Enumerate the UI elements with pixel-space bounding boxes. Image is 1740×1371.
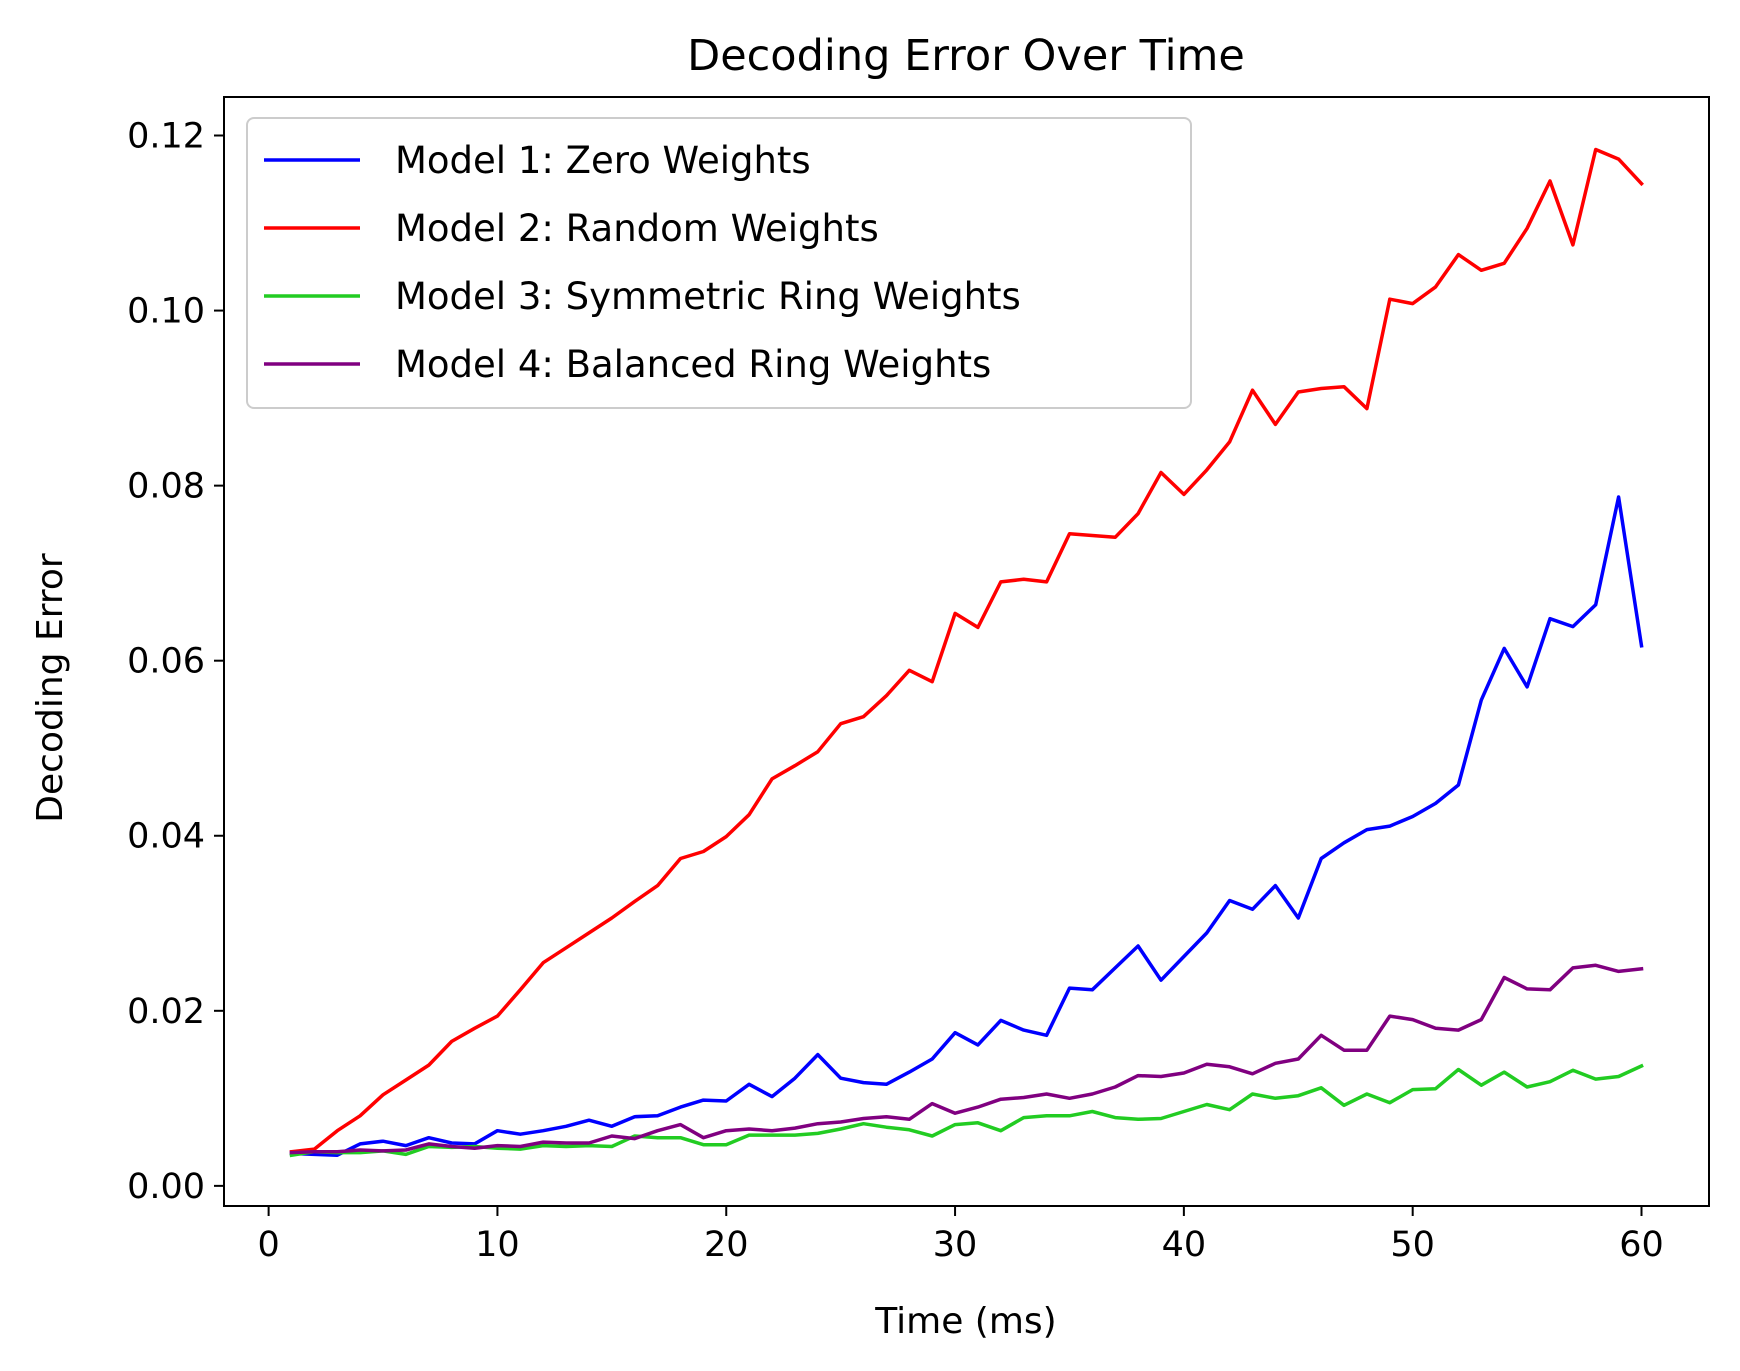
series-line-model-1 <box>289 495 1644 1157</box>
series-lines <box>289 147 1644 1158</box>
series-line-model-3 <box>289 1063 1644 1158</box>
legend: Model 1: Zero Weights Model 2: Random Wei… <box>246 117 1192 409</box>
chart-title: Decoding Error Over Time <box>687 31 1245 81</box>
plot-area-frame <box>223 96 1710 1207</box>
legend-label-model-2: Model 2: Random Weights <box>395 207 879 250</box>
legend-label-model-1: Model 1: Zero Weights <box>395 139 811 182</box>
x-tick-label: 60 <box>1619 1225 1664 1265</box>
y-tick-label: 0.04 <box>127 817 205 857</box>
y-tick-label: 0.10 <box>127 292 205 332</box>
x-axis-ticks: 0 10 20 30 40 50 60 <box>257 1206 1664 1265</box>
x-tick-label: 0 <box>257 1225 279 1265</box>
legend-label-model-4: Model 4: Balanced Ring Weights <box>395 343 991 386</box>
x-tick-label: 30 <box>933 1225 978 1265</box>
y-tick-label: 0.12 <box>127 117 205 157</box>
x-tick-label: 20 <box>704 1225 749 1265</box>
y-tick-label: 0.00 <box>127 1167 205 1207</box>
y-tick-label: 0.02 <box>127 992 205 1032</box>
y-tick-label: 0.08 <box>127 467 205 507</box>
series-line-model-2 <box>289 147 1644 1154</box>
y-axis-title: Decoding Error <box>30 553 71 823</box>
series-line-model-4 <box>289 963 1644 1155</box>
legend-box <box>246 117 1192 409</box>
legend-label-model-3: Model 3: Symmetric Ring Weights <box>395 275 1021 318</box>
x-tick-label: 50 <box>1390 1225 1435 1265</box>
y-tick-label: 0.06 <box>127 642 205 682</box>
x-axis-title: Time (ms) <box>874 1301 1056 1342</box>
x-tick-label: 10 <box>475 1225 520 1265</box>
x-tick-label: 40 <box>1162 1225 1207 1265</box>
y-axis-ticks: 0.00 0.02 0.04 0.06 0.08 0.10 0.12 <box>127 117 224 1207</box>
